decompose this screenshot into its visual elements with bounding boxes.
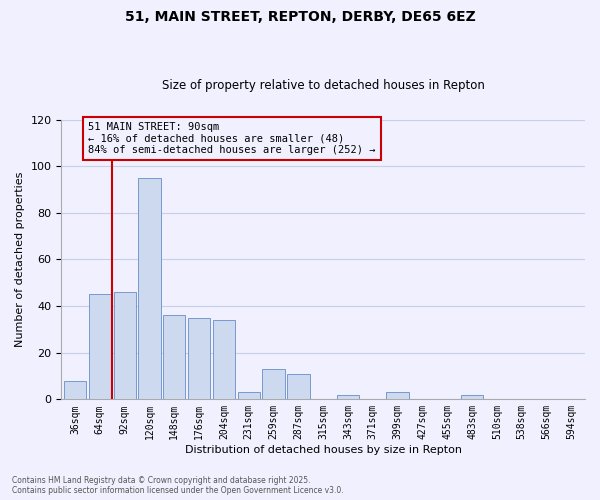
Text: Contains HM Land Registry data © Crown copyright and database right 2025.
Contai: Contains HM Land Registry data © Crown c… xyxy=(12,476,344,495)
Text: 51 MAIN STREET: 90sqm
← 16% of detached houses are smaller (48)
84% of semi-deta: 51 MAIN STREET: 90sqm ← 16% of detached … xyxy=(88,122,376,155)
Y-axis label: Number of detached properties: Number of detached properties xyxy=(15,172,25,347)
Bar xyxy=(113,292,136,400)
Bar xyxy=(337,394,359,400)
Bar xyxy=(262,369,285,400)
Bar xyxy=(287,374,310,400)
X-axis label: Distribution of detached houses by size in Repton: Distribution of detached houses by size … xyxy=(185,445,462,455)
Bar xyxy=(89,294,111,400)
Bar xyxy=(163,316,185,400)
Bar xyxy=(139,178,161,400)
Bar xyxy=(188,318,210,400)
Bar xyxy=(386,392,409,400)
Bar xyxy=(461,394,483,400)
Title: Size of property relative to detached houses in Repton: Size of property relative to detached ho… xyxy=(162,79,485,92)
Text: 51, MAIN STREET, REPTON, DERBY, DE65 6EZ: 51, MAIN STREET, REPTON, DERBY, DE65 6EZ xyxy=(125,10,475,24)
Bar xyxy=(213,320,235,400)
Bar xyxy=(64,380,86,400)
Bar xyxy=(238,392,260,400)
